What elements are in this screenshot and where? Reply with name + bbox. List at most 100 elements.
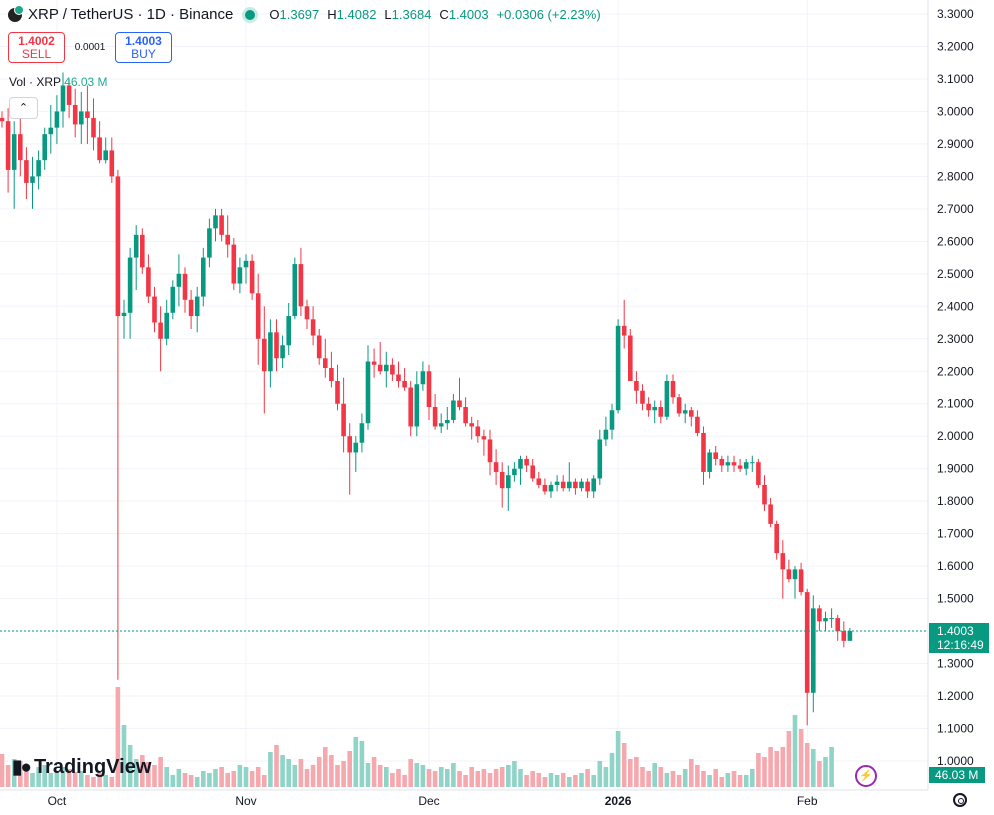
volume-bar	[652, 763, 657, 787]
time-tick-label: Dec	[418, 794, 439, 808]
last-price-tag: 1.4003 12:16:49	[929, 623, 989, 653]
candle-body	[133, 234, 139, 258]
volume-bar	[298, 759, 304, 787]
volume-bar	[506, 765, 511, 787]
volume-bar	[530, 771, 535, 787]
volume-bar	[585, 769, 590, 787]
price-tick-label: 1.3000	[937, 657, 974, 671]
candle-body	[359, 423, 365, 443]
volume-bar	[384, 767, 389, 787]
candle-body	[274, 332, 279, 359]
symbol-title[interactable]: XRP / TetherUS · 1D · Binance	[28, 6, 234, 23]
volume-bar	[481, 769, 487, 787]
price-tick-label: 1.7000	[937, 527, 974, 541]
volume-bar	[829, 747, 834, 787]
volume-bar	[628, 759, 633, 787]
sell-button[interactable]: 1.4002 SELL	[8, 32, 65, 63]
candle-body	[658, 406, 664, 417]
volume-bar	[536, 773, 542, 787]
price-tick-label: 2.6000	[937, 234, 974, 248]
candle-body	[237, 267, 243, 284]
volume-bar	[603, 767, 609, 787]
volume-bar	[451, 763, 456, 787]
candle-body	[48, 127, 54, 135]
price-tick-label: 2.0000	[937, 429, 974, 443]
candle-body	[493, 462, 499, 472]
volume-bar	[548, 773, 554, 787]
volume-bar	[316, 757, 322, 787]
candle-body	[365, 361, 371, 424]
price-tick-label: 2.8000	[937, 169, 974, 183]
price-tick-label: 1.5000	[937, 592, 974, 606]
candle-body	[725, 462, 731, 466]
candle-body	[780, 553, 786, 570]
volume-bar	[182, 773, 188, 787]
candle-body	[72, 104, 78, 125]
candle-body	[377, 364, 383, 372]
volume-bar	[792, 715, 798, 787]
candle-body	[603, 429, 609, 440]
candle-body	[420, 371, 426, 385]
volume-bar	[54, 771, 60, 787]
volume-bar	[499, 767, 505, 787]
candle-body	[792, 569, 798, 580]
candle-body	[560, 481, 566, 489]
candle-body	[804, 592, 810, 693]
candle-body	[194, 296, 200, 317]
candle-body	[786, 569, 792, 580]
candle-body	[298, 264, 304, 307]
volume-bar	[554, 775, 560, 787]
candle-body	[798, 569, 804, 593]
buy-button[interactable]: 1.4003 BUY	[115, 32, 172, 63]
candle-body	[292, 264, 298, 317]
candle-body	[487, 439, 493, 463]
candle-body	[255, 293, 261, 339]
candle-body	[737, 465, 743, 469]
tradingview-logo[interactable]: ▮● TradingView	[12, 756, 152, 778]
candle-body	[347, 436, 352, 453]
candle-body	[530, 465, 535, 479]
volume-bar	[91, 777, 96, 787]
volume-bar	[615, 731, 621, 787]
candle-body	[127, 257, 133, 313]
candle-body	[353, 442, 359, 453]
collapse-legend-button[interactable]: ⌃	[9, 97, 38, 119]
candle-body	[268, 332, 273, 372]
time-axis: Oct Nov Dec 2026 Feb	[0, 789, 928, 808]
candle-body	[341, 403, 346, 437]
candle-body	[445, 419, 450, 424]
lightning-icon[interactable]: ⚡	[855, 765, 877, 787]
volume-bar	[786, 731, 792, 787]
candle-body	[371, 361, 377, 365]
candle-body	[24, 160, 29, 183]
volume-bar	[255, 767, 261, 787]
volume-bar	[42, 765, 47, 787]
gear-icon[interactable]	[953, 793, 967, 807]
candle-body	[713, 452, 718, 459]
candle-body	[316, 335, 322, 359]
volume-bar	[72, 772, 78, 787]
candle-body	[146, 267, 151, 297]
candle-body	[701, 432, 706, 472]
volume-bar	[512, 761, 517, 787]
volume-bar	[475, 771, 481, 787]
volume-bar	[658, 767, 664, 787]
price-tick-label: 3.3000	[937, 7, 974, 21]
candle-body	[475, 426, 481, 437]
volume-bar	[774, 751, 779, 787]
candle-body	[426, 371, 432, 407]
volume-bar	[310, 765, 316, 787]
time-tick-label: Nov	[235, 794, 256, 808]
volume-bar	[597, 761, 603, 787]
volume-bar	[109, 777, 115, 787]
volume-bar	[524, 775, 529, 787]
price-tick-label: 2.4000	[937, 299, 974, 313]
volume-bar	[518, 769, 523, 787]
candle-body	[219, 215, 224, 235]
candle-body	[213, 215, 218, 229]
candle-body	[97, 137, 102, 161]
candle-body	[768, 504, 773, 524]
candle-body	[402, 381, 407, 388]
volume-bar	[731, 771, 737, 787]
